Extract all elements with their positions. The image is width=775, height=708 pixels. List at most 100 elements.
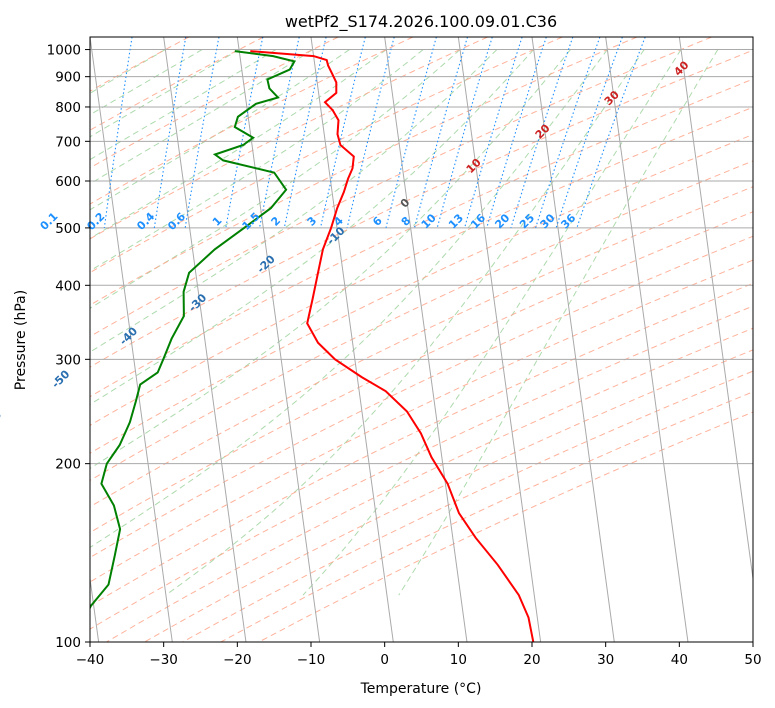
mixing-ratio-label: 6 [370,214,385,229]
y-tick-label: 100 [55,635,81,651]
y-tick-label: 200 [55,457,81,473]
mixing-ratio-line [153,37,187,228]
moist-adiabat-line [90,49,240,138]
dry-adiabat-line [90,160,753,482]
x-tick-label: 40 [671,652,688,668]
adiabat-label: -40 [117,324,140,347]
adiabat-label: -30 [186,291,209,314]
y-axis-label: Pressure (hPa) [13,290,29,390]
y-tick-label: 900 [55,70,81,86]
mixing-ratio-line [283,37,327,229]
y-tick-label: 1000 [47,43,81,59]
mixing-ratio-line [58,37,82,228]
moist-adiabat-line [90,49,166,94]
isotherm-gridline [531,37,615,642]
x-tick-label: −10 [297,652,326,668]
x-tick-label: 10 [450,652,467,668]
mixing-ratio-line [413,37,469,229]
dry-adiabat-line [90,37,712,338]
isotherm-gridline [678,37,753,583]
mixing-ratio-line [184,37,220,228]
mixing-ratio-line [436,37,493,229]
dry-adiabat-line [90,186,753,508]
adiabat-label: 20 [533,121,553,141]
dry-adiabat-line [90,37,563,274]
adiabat-label: 10 [464,156,484,176]
plot-frame [89,36,754,643]
dry-adiabat-line [90,305,753,630]
adiabat-label: 40 [671,58,691,78]
moist-adiabat-line [90,49,313,185]
isotherms [90,37,753,642]
adiabat-label: -60 [0,408,4,431]
y-tick-label: 600 [55,174,81,190]
x-tick-label: −30 [149,652,178,668]
dry-adiabat-line [90,49,753,368]
moist-adiabat-line [398,49,719,596]
x-tick-label: −40 [76,652,105,668]
y-tick-label: 700 [55,134,81,150]
isotherm-gridline [384,37,468,642]
dry-adiabat-line [90,106,753,426]
moist-adiabat-line [90,49,608,549]
x-tick-label: 50 [744,652,761,668]
temperature-profile-line [250,50,535,642]
adiabat-label: 0 [398,196,413,211]
mixing-ratio-label: 1 [210,214,225,229]
mixing-ratio-line [385,37,437,229]
mixing-ratio-label: 36 [558,211,578,231]
moist-adiabat-line [90,49,461,309]
isotherm-gridline [90,37,173,642]
plot-area [58,37,753,642]
mixing-ratio-line [319,37,366,229]
isotherm-gridline [752,37,753,41]
moist-adiabat-line [90,49,424,272]
x-tick-label: 30 [597,652,614,668]
dry-adiabat-line [258,411,753,642]
dry-adiabat-line [90,37,488,240]
mixing-ratio-lines [58,37,646,229]
mixing-ratio-label: 25 [517,211,537,231]
moist-adiabat-line [165,49,645,596]
x-tick-label: 20 [523,652,540,668]
mixing-ratio-label: 8 [399,214,414,229]
y-tick-label: 800 [55,100,81,116]
moist-adiabat-line [90,49,350,211]
isobars [90,49,753,642]
mixing-ratio-line [555,37,623,229]
x-tick-label: 0 [380,652,389,668]
mixing-ratio-line [535,37,601,229]
mixing-ratio-label: 0.4 [134,210,157,233]
mixing-ratio-label: 4 [331,214,346,229]
isotherm-gridline [310,37,394,642]
chart-title: wetPf2_S174.2026.100.09.01.C36 [285,12,557,32]
y-tick-label: 400 [55,278,81,294]
dry-adiabat-line [90,78,753,398]
moist-adiabat-line [302,49,682,596]
dry-adiabat-line [90,37,264,131]
x-tick-label: −20 [223,652,252,668]
y-axis-ticks: 1000 900 800 700 600 500 400 300 200 100 [47,43,90,651]
mixing-ratio-line [225,37,264,228]
moist-adiabat-line [90,49,498,353]
moist-adiabat-line [90,49,535,406]
dewpoint-profile-line [90,50,296,610]
mixing-ratio-line [346,37,395,229]
mixing-ratio-label: 2 [269,214,284,229]
adiabat-label: -50 [49,367,72,390]
y-tick-label: 500 [55,221,81,237]
dry-adiabat-line [90,37,339,169]
moist-adiabat-line [90,49,203,116]
moist-adiabats [90,49,719,596]
mixing-ratio-line [103,37,133,228]
mixing-ratio-label: 0.2 [84,210,107,233]
mixing-ratio-line [464,37,523,229]
dry-adiabat-line [90,37,638,306]
isotherm-gridline [236,37,321,642]
y-tick-label: 300 [55,352,81,368]
mixing-ratio-line [576,37,646,229]
mixing-ratio-label: 13 [446,211,466,231]
dry-adiabat-line [90,282,753,607]
dry-adiabat-line [220,391,753,642]
